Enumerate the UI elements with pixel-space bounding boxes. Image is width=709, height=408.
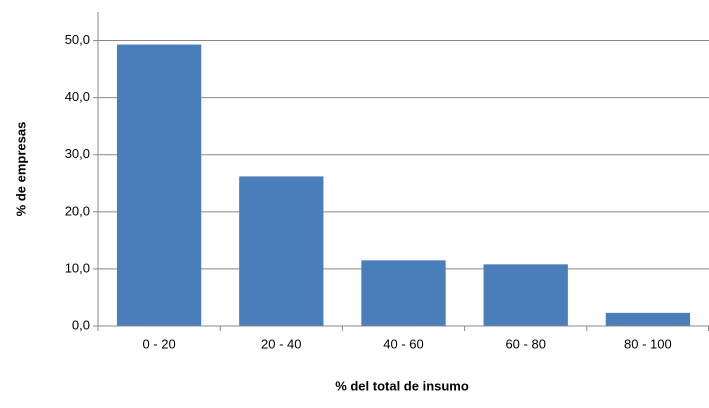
bar: [605, 312, 691, 326]
x-tick-label: 80 - 100: [624, 336, 672, 351]
y-axis-title: % de empresas: [13, 122, 28, 217]
x-axis-title: % del total de insumo: [335, 378, 469, 393]
bar: [239, 176, 324, 326]
x-tick-label: 60 - 80: [505, 336, 545, 351]
y-tick-label: 30,0: [65, 146, 90, 161]
y-tick-label: 0,0: [72, 317, 90, 332]
x-tick-label: 0 - 20: [142, 336, 175, 351]
y-tick-label: 10,0: [65, 260, 90, 275]
y-tick-label: 40,0: [65, 89, 90, 104]
bar: [361, 260, 446, 326]
y-tick-label: 20,0: [65, 203, 90, 218]
bar: [483, 264, 568, 326]
y-tick-label: 50,0: [65, 32, 90, 47]
x-tick-label: 40 - 60: [383, 336, 423, 351]
x-tick-label: 20 - 40: [261, 336, 301, 351]
bar: [116, 44, 202, 327]
